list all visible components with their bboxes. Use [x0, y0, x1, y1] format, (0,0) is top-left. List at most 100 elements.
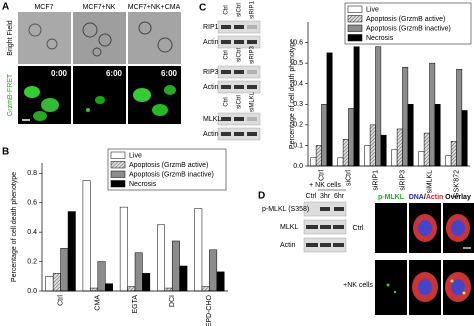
- axis: [307, 22, 470, 167]
- row-label: Ctrl: [353, 225, 364, 232]
- bar: [315, 145, 322, 167]
- legend-label: Apoptosis (GrzmB active): [366, 16, 445, 23]
- bar: [209, 249, 218, 292]
- panel-c-blots: C Ctrl siCtrl siRIP1 RIP1 Actin Ctrl siCtrl siR…: [199, 1, 261, 141]
- bar: [45, 276, 54, 292]
- x-tick-label: Ac-IEPD-CHO: [206, 294, 213, 326]
- band: [247, 40, 257, 44]
- lane-label: Ctrl: [224, 97, 230, 106]
- bar: [423, 132, 430, 167]
- y-tick-label: 0.2: [293, 122, 303, 129]
- x-tick-label: Ctrl: [57, 295, 64, 306]
- column-label: MCF7: [34, 4, 53, 11]
- x-tick-label: siRIP3: [399, 170, 406, 191]
- legend-swatch: [110, 151, 126, 159]
- band-label: RIP1: [203, 24, 219, 31]
- column-label: MCF7+NK: [83, 4, 116, 11]
- x-tick-label: DCI: [169, 295, 176, 307]
- y-tick-label: 0.2: [27, 258, 37, 265]
- band: [221, 70, 231, 74]
- bar: [321, 104, 328, 167]
- legend-swatch: [110, 161, 126, 169]
- stain-label: Overlay: [445, 194, 471, 201]
- x-tick-label: siCtrl: [345, 170, 352, 186]
- x-tick-label: siRIP1: [372, 170, 379, 191]
- bar: [396, 128, 403, 167]
- y-tick-label: 0.6: [293, 39, 303, 46]
- band-label: MLKL: [203, 116, 221, 123]
- band-label: Actin: [280, 242, 296, 249]
- bar: [119, 206, 128, 292]
- panel-label: A: [2, 2, 9, 13]
- fluorescence-images: [375, 203, 474, 315]
- bar: [337, 157, 344, 167]
- band: [221, 132, 231, 136]
- x-tick-label: GSK'872: [453, 170, 460, 198]
- x-tick-label: siMLKL: [426, 170, 433, 193]
- bar: [164, 287, 173, 292]
- band-label: Actin: [203, 84, 219, 91]
- legend-label: Apoptosis (GrzmB active): [129, 162, 208, 169]
- lane-label: 6hr: [334, 193, 345, 200]
- legend-swatch: [347, 24, 363, 32]
- row-label: Bright Field: [7, 20, 14, 56]
- band-label: MLKL: [280, 224, 298, 231]
- band-label: Actin: [203, 39, 219, 46]
- bar: [127, 286, 136, 292]
- time-label: 6:00: [161, 69, 178, 78]
- bar: [326, 52, 333, 167]
- lane-label: Ctrl: [224, 50, 230, 59]
- bar: [342, 139, 349, 167]
- legend-label: Necrosis: [129, 181, 157, 188]
- bar: [375, 46, 382, 167]
- y-tick-label: 0.1: [293, 142, 303, 149]
- time-label: 6:00: [106, 69, 123, 78]
- bar: [171, 240, 180, 292]
- band: [221, 117, 231, 121]
- legend-box: [344, 2, 472, 45]
- bar-chart: Percentage of cell death phenotype 0.0 0.1…: [289, 2, 472, 198]
- y-tick-label: 0.4: [293, 81, 303, 88]
- fret-images: [18, 66, 181, 124]
- bar: [391, 149, 398, 167]
- legend-swatch: [110, 180, 126, 188]
- legend-swatch: [110, 170, 126, 178]
- y-tick-label: 0.0: [293, 163, 303, 170]
- bar: [67, 211, 76, 292]
- time-label: 0:00: [51, 69, 68, 78]
- x-tick-label: Ctrl: [318, 170, 325, 181]
- band: [221, 25, 231, 29]
- band: [234, 132, 244, 136]
- bar: [380, 134, 387, 167]
- bar: [104, 283, 113, 292]
- bar: [201, 286, 210, 292]
- bar: [60, 248, 69, 292]
- bar-chart: B Percentage of cell death phenotype 0.0 0.…: [2, 147, 228, 326]
- bar: [216, 271, 225, 292]
- legend-swatch: [347, 34, 363, 42]
- lane-label: siCtrl: [237, 48, 243, 62]
- band: [247, 132, 257, 136]
- bar: [194, 208, 203, 292]
- bar: [450, 141, 457, 167]
- y-tick-label: 0.6: [27, 200, 37, 207]
- band: [234, 40, 244, 44]
- panel-label: B: [2, 147, 9, 158]
- bright-field-images: [18, 12, 181, 64]
- band: [221, 40, 231, 44]
- bar: [157, 224, 166, 292]
- bar: [179, 265, 188, 292]
- legend-label: Necrosis: [366, 35, 394, 42]
- axis: [41, 163, 228, 292]
- y-axis-label: Percentage of cell death phenotype: [289, 39, 296, 149]
- bar: [353, 46, 360, 167]
- bar: [461, 110, 468, 167]
- bar: [369, 124, 376, 167]
- bar: [434, 104, 441, 167]
- lane-label: Ctrl: [306, 193, 317, 200]
- x-tick-label: CMA: [95, 295, 102, 311]
- bar: [90, 287, 99, 292]
- bar: [364, 145, 371, 167]
- legend-label: Apoptosis (GrzmB inactive): [129, 172, 214, 179]
- bar: [418, 151, 425, 167]
